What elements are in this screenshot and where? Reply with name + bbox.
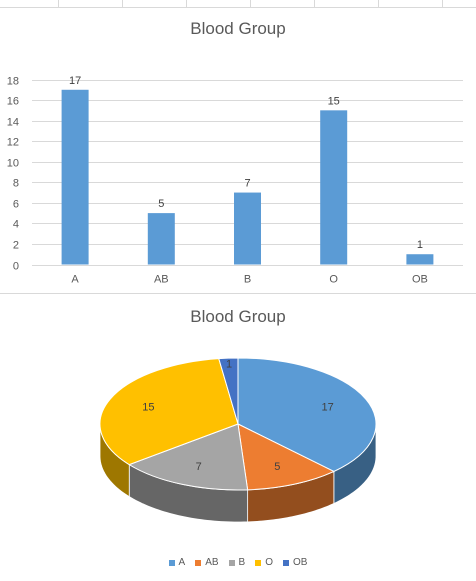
x-tick-label: AB (154, 274, 169, 286)
pie-side-walls (99, 423, 377, 523)
bar (234, 192, 261, 265)
legend-item: AB (195, 557, 219, 568)
x-tick-label: A (71, 274, 79, 286)
bar (147, 213, 175, 265)
pie-slice (128, 423, 249, 491)
x-tick-label: OB (412, 274, 428, 286)
x-tick-label: B (244, 274, 251, 286)
y-tick-label: 10 (7, 158, 19, 170)
pie-slice (99, 358, 239, 466)
legend-label: AB (205, 557, 219, 568)
pie-legend: A AB B O OB (0, 557, 476, 568)
legend-swatch (195, 559, 202, 566)
pie-slice (237, 357, 377, 473)
bar (61, 89, 89, 265)
legend-swatch (283, 559, 289, 566)
pie-data-label: 17 (321, 402, 333, 414)
legend-label: O (265, 557, 273, 568)
y-tick-label: 18 (7, 76, 19, 88)
y-tick-label: 6 (13, 199, 19, 211)
bar-data-label: 15 (328, 95, 340, 107)
legend-item: O (255, 557, 273, 568)
pie-chart-title: Blood Group (190, 307, 286, 326)
pie-data-label: 7 (196, 461, 202, 473)
bar (320, 110, 348, 265)
pie-data-label: 15 (142, 402, 154, 414)
pie-slice (218, 357, 239, 425)
bar (406, 254, 434, 265)
legend-label: A (178, 557, 186, 568)
legend-label: B (238, 557, 246, 568)
legend-item: OB (283, 557, 307, 568)
spreadsheet-grid-strip (0, 0, 476, 8)
y-tick-label: 16 (7, 96, 19, 108)
legend-label: OB (293, 557, 308, 568)
legend-swatch (255, 559, 262, 566)
bar-data-label: 1 (417, 239, 423, 251)
y-tick-label: 8 (13, 178, 19, 190)
legend-swatch (168, 559, 175, 566)
y-tick-label: 2 (13, 240, 19, 252)
legend-item: A (168, 557, 186, 568)
y-tick-label: 14 (7, 117, 19, 129)
bar-chart: 0 2 4 6 8 10 12 14 16 18 17 A 5 AB 7 B 15 O 1 OB (7, 75, 463, 286)
bar-data-label: 17 (69, 75, 81, 87)
x-tick-label: O (329, 274, 338, 286)
pie-data-label: 5 (274, 461, 280, 473)
legend-item: B (228, 557, 246, 568)
chart-divider (0, 293, 476, 294)
pie-slice (237, 423, 336, 491)
bar-data-label: 7 (244, 178, 250, 190)
pie-data-label: 1 (226, 358, 232, 370)
y-tick-label: 4 (13, 219, 19, 231)
bar-chart-title: Blood Group (190, 19, 286, 38)
y-tick-label: 12 (7, 137, 19, 149)
bar-data-label: 5 (158, 198, 164, 210)
legend-swatch (228, 559, 235, 566)
y-tick-label: 0 (13, 261, 19, 273)
